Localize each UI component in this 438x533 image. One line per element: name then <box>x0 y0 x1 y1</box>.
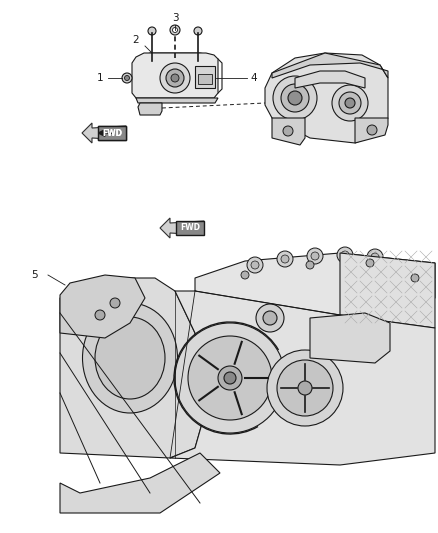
Circle shape <box>160 63 190 93</box>
Circle shape <box>148 27 156 35</box>
Polygon shape <box>340 253 435 328</box>
Text: FWD: FWD <box>102 128 122 138</box>
Text: FWD: FWD <box>102 128 122 138</box>
Circle shape <box>110 298 120 308</box>
Ellipse shape <box>148 66 206 83</box>
Circle shape <box>194 27 202 35</box>
Circle shape <box>366 259 374 267</box>
Text: 5: 5 <box>32 270 38 280</box>
Polygon shape <box>60 453 220 513</box>
Circle shape <box>188 336 272 420</box>
Circle shape <box>122 73 132 83</box>
FancyBboxPatch shape <box>195 66 215 88</box>
Circle shape <box>273 76 317 120</box>
Circle shape <box>411 274 419 282</box>
Circle shape <box>339 92 361 114</box>
Text: FWD: FWD <box>180 223 200 232</box>
Circle shape <box>171 74 179 82</box>
Circle shape <box>307 248 323 264</box>
Circle shape <box>277 251 293 267</box>
Polygon shape <box>138 103 162 115</box>
Circle shape <box>277 360 333 416</box>
Circle shape <box>256 304 284 332</box>
Circle shape <box>281 84 309 112</box>
Circle shape <box>267 350 343 426</box>
FancyBboxPatch shape <box>98 126 126 140</box>
Circle shape <box>224 372 236 384</box>
Polygon shape <box>272 118 305 145</box>
Circle shape <box>332 85 368 121</box>
Circle shape <box>367 125 377 135</box>
Circle shape <box>371 253 379 261</box>
Circle shape <box>345 98 355 108</box>
Polygon shape <box>195 253 435 315</box>
Circle shape <box>281 255 289 263</box>
Text: 4: 4 <box>250 73 257 83</box>
Ellipse shape <box>82 303 177 413</box>
Circle shape <box>283 126 293 136</box>
Polygon shape <box>82 123 126 143</box>
Circle shape <box>241 271 249 279</box>
Circle shape <box>167 70 183 86</box>
Circle shape <box>306 261 314 269</box>
Circle shape <box>298 381 312 395</box>
Text: 3: 3 <box>172 13 178 23</box>
Text: 2: 2 <box>133 35 139 45</box>
Circle shape <box>173 28 177 33</box>
Circle shape <box>263 311 277 325</box>
Circle shape <box>251 261 259 269</box>
Polygon shape <box>265 53 388 143</box>
Circle shape <box>288 91 302 105</box>
Ellipse shape <box>95 317 165 399</box>
FancyBboxPatch shape <box>176 221 204 235</box>
Polygon shape <box>295 71 365 88</box>
Circle shape <box>175 323 285 433</box>
Polygon shape <box>142 53 210 65</box>
Circle shape <box>166 69 184 87</box>
Polygon shape <box>272 53 388 78</box>
Circle shape <box>337 247 353 263</box>
Circle shape <box>218 366 242 390</box>
Circle shape <box>247 257 263 273</box>
Circle shape <box>95 310 105 320</box>
Circle shape <box>161 64 189 92</box>
Polygon shape <box>310 313 390 363</box>
Circle shape <box>311 252 319 260</box>
FancyBboxPatch shape <box>98 126 126 140</box>
FancyBboxPatch shape <box>198 74 212 84</box>
Polygon shape <box>355 118 388 143</box>
Circle shape <box>367 249 383 265</box>
Circle shape <box>124 76 130 80</box>
Text: 1: 1 <box>96 73 103 83</box>
Polygon shape <box>60 275 145 338</box>
Polygon shape <box>60 278 205 458</box>
Polygon shape <box>160 218 204 238</box>
Circle shape <box>341 251 349 259</box>
Polygon shape <box>170 291 435 465</box>
Circle shape <box>170 25 180 35</box>
Polygon shape <box>132 53 218 98</box>
Polygon shape <box>136 98 218 103</box>
